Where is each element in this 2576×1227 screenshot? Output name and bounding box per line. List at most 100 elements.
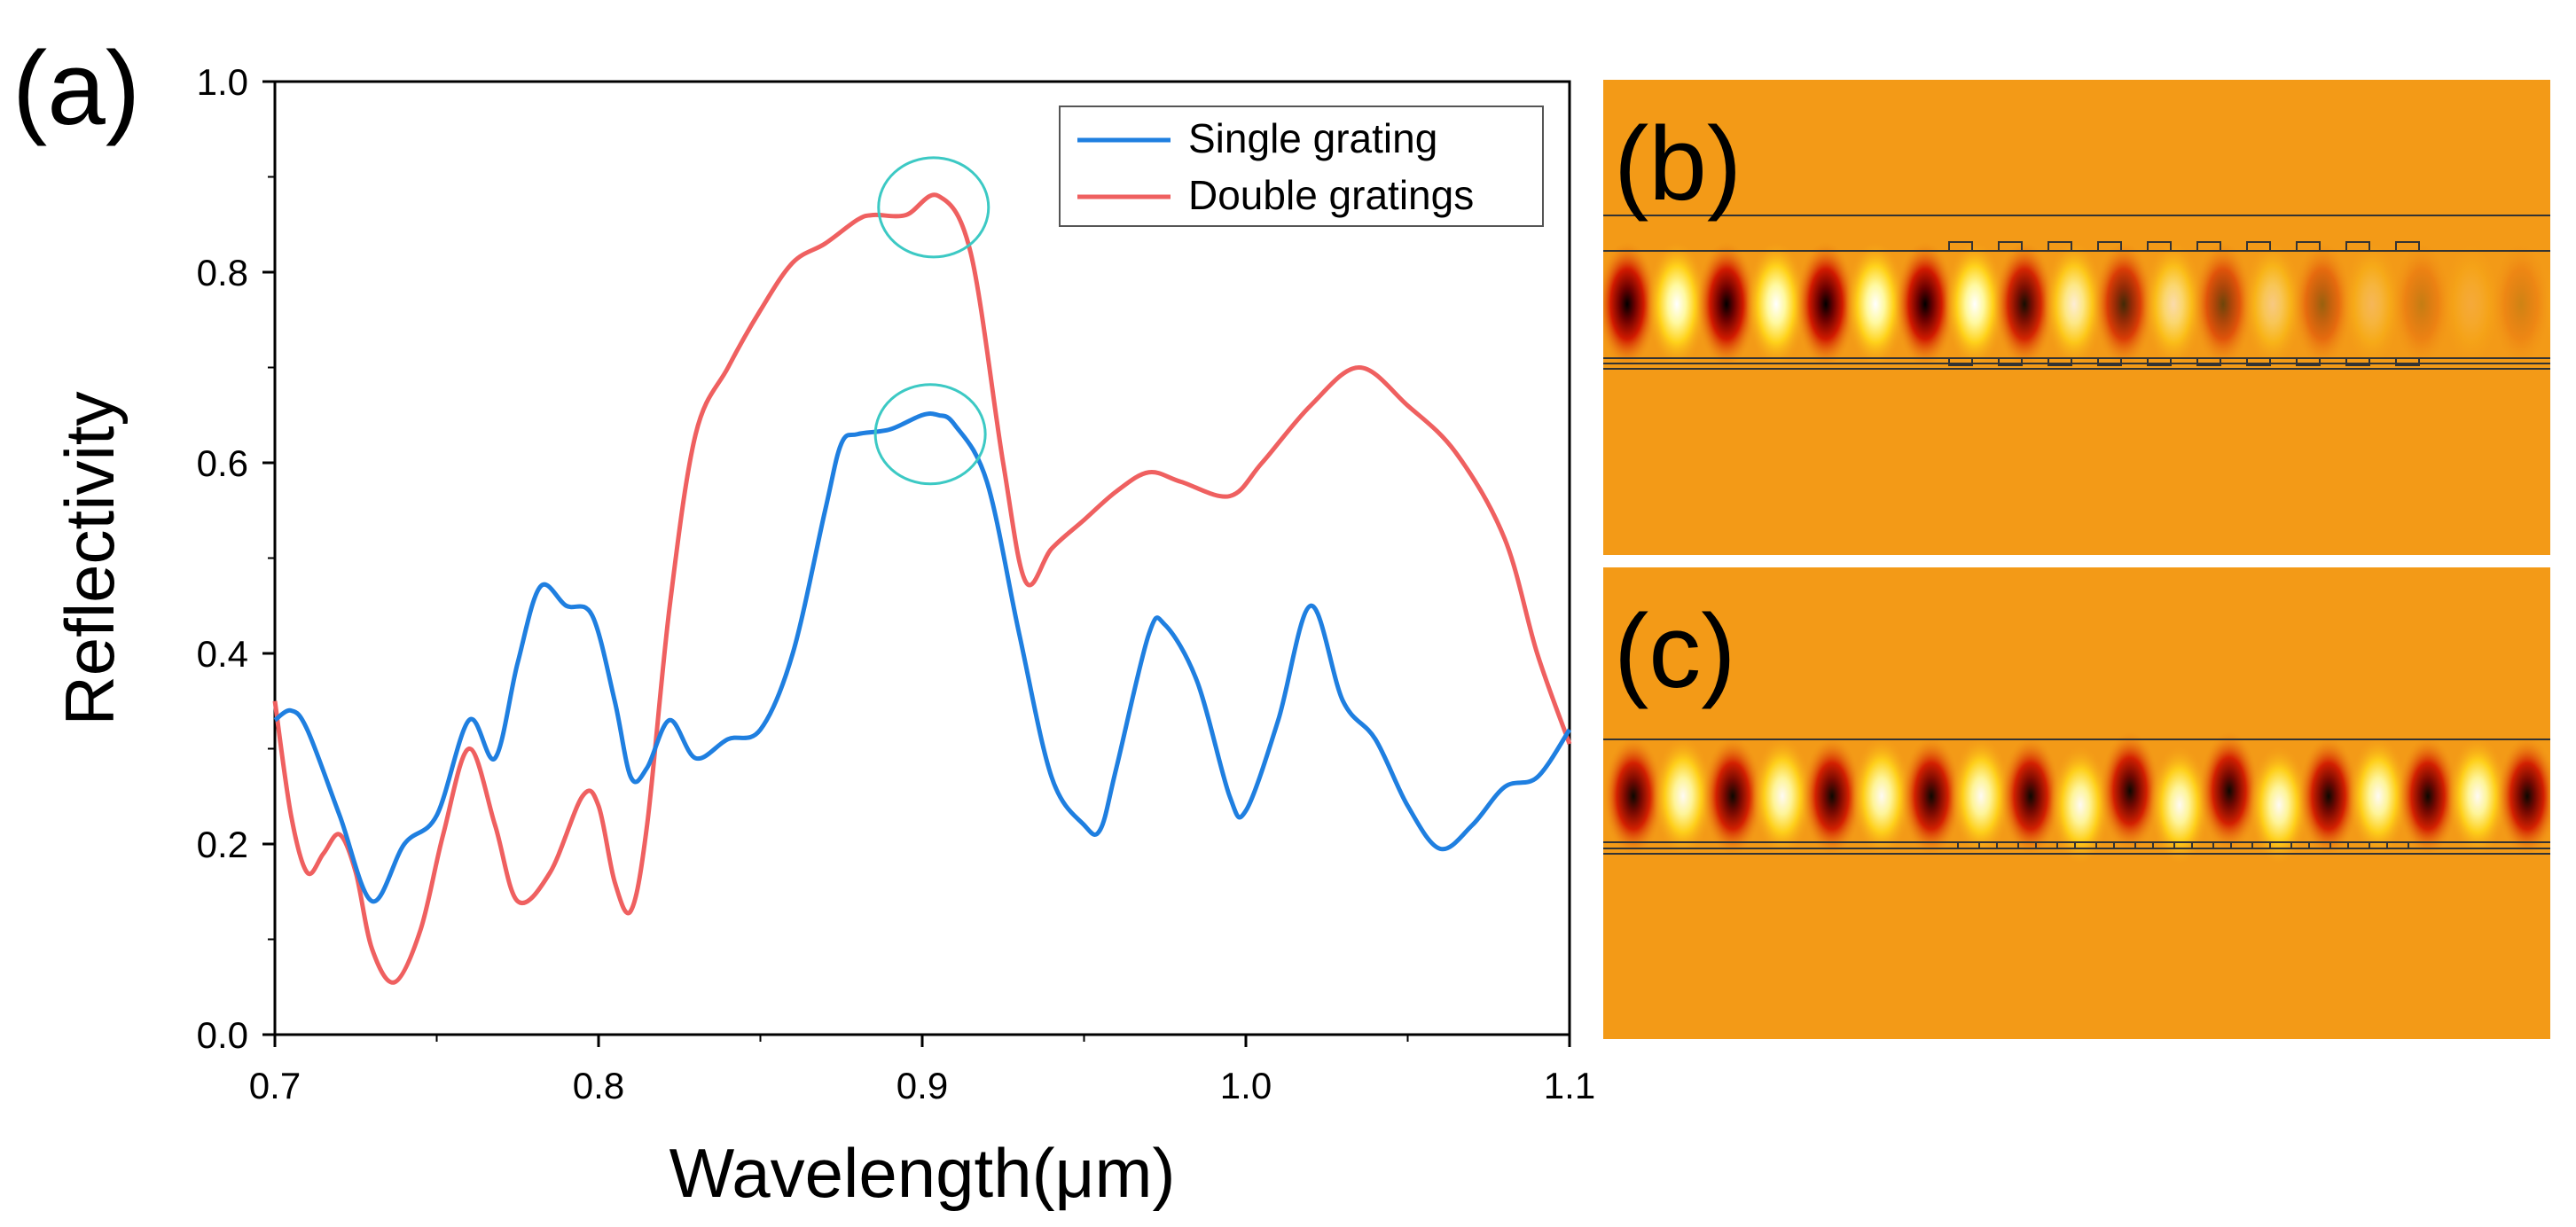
series-line-double-gratings	[272, 192, 1572, 985]
grating-tooth	[1957, 841, 1980, 849]
field-lobe	[2044, 240, 2104, 368]
x-tick-label: 0.9	[897, 1065, 948, 1106]
field-lobe	[2398, 736, 2458, 856]
grating-tooth	[2097, 241, 2122, 252]
x-tick-label: 0.8	[573, 1065, 624, 1106]
field-lobe	[1647, 240, 1707, 368]
grating-tooth	[2246, 357, 2271, 366]
panel-a-label: (a)	[12, 30, 140, 147]
grating-tooth	[2246, 241, 2271, 252]
grating-tooth	[2269, 841, 2292, 849]
grating-tooth	[2191, 841, 2214, 849]
field-lobe	[2249, 745, 2309, 865]
y-tick-label: 0.0	[197, 1014, 248, 1056]
grating-tooth	[2147, 357, 2172, 366]
field-lobe	[2143, 240, 2204, 368]
x-axis-label: Wavelength(μm)	[669, 1134, 1176, 1212]
field-lobe	[2497, 736, 2550, 856]
y-axis-label: Reflectivity	[51, 391, 129, 725]
field-lobe	[1852, 736, 1912, 856]
field-lobe	[2298, 736, 2359, 856]
field-lobe	[2193, 240, 2253, 368]
field-lobe	[1653, 736, 1713, 856]
grating-tooth	[2196, 241, 2221, 252]
highlight-circle-single	[873, 383, 987, 486]
grating-tooth	[1998, 357, 2023, 366]
field-lobe	[1994, 240, 2055, 368]
grating-tooth	[2230, 841, 2253, 849]
field-lobe	[1603, 240, 1657, 368]
grating-tooth	[2386, 841, 2409, 849]
grating-tooth	[2296, 241, 2321, 252]
field-lobe	[2100, 731, 2160, 851]
field-lobe	[2447, 736, 2508, 856]
field-lobe	[2348, 736, 2408, 856]
field-lobe	[1603, 736, 1664, 856]
grating-tooth	[2296, 357, 2321, 366]
field-lobe	[2001, 736, 2061, 856]
field-lobe	[2541, 257, 2550, 351]
reflectivity-plot: 0.7 0.8 0.9 1.0 1.1 0.0 0.2 0.4 0.6 0.8 1.0 Single…	[51, 61, 1595, 1212]
legend: Single grating Double gratings	[1059, 106, 1544, 227]
legend-box	[1059, 106, 1544, 227]
field-map-b: (b)	[1603, 80, 2550, 555]
grating-tooth	[1996, 841, 2019, 849]
field-lobe	[2243, 240, 2303, 368]
y-tick-label: 1.0	[197, 61, 248, 103]
field-lobe	[2342, 240, 2402, 368]
grating-tooth	[2152, 841, 2175, 849]
grating-tooth	[1948, 241, 1973, 252]
x-tick-label: 1.1	[1544, 1065, 1595, 1106]
grating-tooth	[2047, 357, 2072, 366]
panel-b-label: (b)	[1614, 106, 1742, 223]
field-lobe	[1945, 240, 2005, 368]
grating-tooth	[2147, 241, 2172, 252]
grating-tooth	[2345, 357, 2370, 366]
panel-c-label: (c)	[1614, 593, 1736, 710]
field-lobe	[2441, 240, 2502, 368]
grating-tooth	[1998, 241, 2023, 252]
field-lobe	[1752, 736, 1813, 856]
field-lobe	[2199, 731, 2259, 851]
field-lobe	[1796, 240, 1856, 368]
field-lobe	[1895, 240, 1955, 368]
grating-tooth	[2308, 841, 2331, 849]
field-lobe	[1746, 240, 1806, 368]
field-lobe	[2149, 745, 2210, 865]
grating-tooth	[2097, 357, 2122, 366]
grating-tooth	[2196, 357, 2221, 366]
legend-label-single: Single grating	[1188, 115, 1437, 161]
x-tick-label: 1.0	[1220, 1065, 1272, 1106]
field-lobe	[1696, 240, 1757, 368]
grating-tooth	[2047, 241, 2072, 252]
field-lobe	[2547, 768, 2550, 825]
field-lobe	[2491, 240, 2550, 368]
legend-label-double: Double gratings	[1188, 172, 1474, 218]
field-lobe	[1802, 736, 1862, 856]
grating-tooth	[2395, 241, 2420, 252]
grating-teeth-c	[1957, 841, 2409, 849]
grating-tooth	[2113, 841, 2136, 849]
grating-tooth	[2035, 841, 2058, 849]
field-lobe	[2094, 240, 2154, 368]
grating-tooth	[1948, 357, 1973, 366]
y-tick-label: 0.8	[197, 252, 248, 293]
highlight-circle-double	[877, 156, 990, 259]
field-lobe	[1703, 736, 1763, 856]
grating-tooth	[2345, 241, 2370, 252]
field-lobe	[1951, 736, 2011, 856]
y-tick-label: 0.6	[197, 442, 248, 484]
grating-tooth	[2347, 841, 2370, 849]
series-line-single-grating	[273, 411, 1572, 904]
x-tick-label: 0.7	[249, 1065, 301, 1106]
field-lobe	[2050, 745, 2110, 865]
field-map-c: (c)	[1603, 567, 2550, 1039]
grating-teeth-b	[1948, 241, 2420, 366]
grating-tooth	[2074, 841, 2097, 849]
y-tick-label: 0.2	[197, 824, 248, 865]
field-lobe	[1845, 240, 1906, 368]
field-lobe	[2392, 240, 2452, 368]
field-lobe	[2292, 240, 2353, 368]
field-lobe	[1901, 736, 1961, 856]
